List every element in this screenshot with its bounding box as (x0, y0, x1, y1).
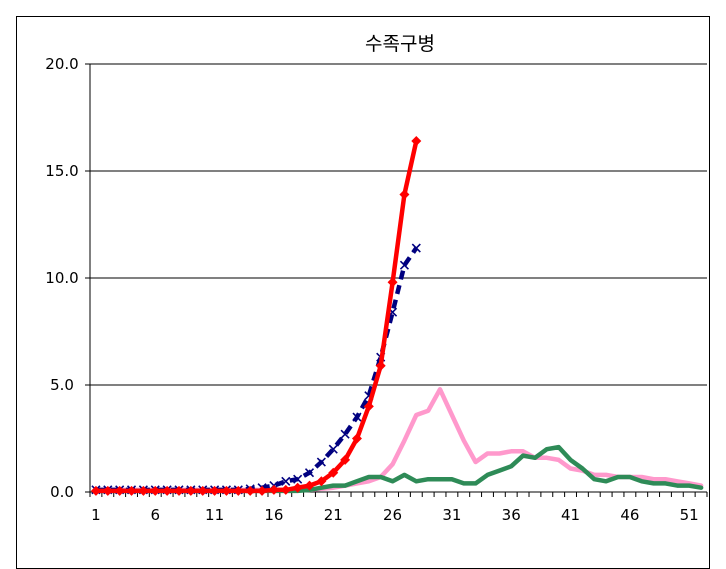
data-point-x-marker (411, 243, 421, 253)
x-tick-labels: 1 6 11 16 21 26 31 36 41 46 51 (91, 506, 699, 524)
data-point-diamond-marker (268, 484, 279, 495)
data-point-diamond-marker (387, 277, 398, 288)
data-point-diamond-marker (351, 433, 362, 444)
data-point-diamond-marker (363, 401, 374, 412)
data-point-x-marker (304, 468, 315, 478)
data-point-diamond-marker (173, 485, 184, 496)
data-point-diamond-marker (233, 485, 244, 496)
y-tick-label: 0.0 (50, 483, 74, 501)
x-tick-label: 46 (620, 506, 639, 524)
data-point-diamond-marker (126, 485, 137, 496)
x-marker-stroke (304, 468, 315, 478)
x-tick-label: 51 (680, 506, 699, 524)
chart-title: 수족구병 (365, 33, 435, 55)
data-point-x-marker (316, 457, 326, 467)
x-marker-stroke (328, 444, 338, 454)
data-point-diamond-marker (185, 485, 196, 496)
x-marker-stroke (340, 429, 350, 439)
x-marker-stroke (399, 260, 409, 270)
x-marker-stroke (281, 476, 291, 486)
data-point-diamond-marker (304, 480, 315, 491)
data-point-diamond-marker (340, 454, 351, 465)
data-point-diamond-marker (280, 484, 291, 495)
series-line-4 (93, 138, 419, 494)
gridlines (90, 63, 707, 386)
x-tick-label: 6 (150, 506, 160, 524)
y-tick-label: 20.0 (45, 55, 78, 73)
data-point-diamond-marker (257, 485, 268, 496)
data-point-diamond-marker (316, 476, 327, 487)
x-marker-stroke (352, 412, 362, 422)
data-point-diamond-marker (102, 485, 113, 496)
x-tick-label: 16 (264, 506, 283, 524)
chart-frame (16, 16, 710, 569)
data-point-x-marker (340, 429, 350, 439)
data-point-x-marker (399, 260, 409, 270)
data-point-diamond-marker (209, 485, 220, 496)
data-point-x-marker (328, 444, 338, 454)
data-point-diamond-marker (411, 136, 422, 147)
x-marker-stroke (293, 474, 303, 484)
x-tick-label: 1 (91, 506, 101, 524)
data-point-x-marker (281, 476, 291, 486)
data-point-x-marker (352, 412, 362, 422)
data-point-diamond-marker (221, 485, 232, 496)
x-marker-stroke (316, 457, 326, 467)
data-point-diamond-marker (162, 485, 173, 496)
data-point-diamond-marker (150, 485, 161, 496)
x-tick-label: 11 (205, 506, 224, 524)
data-point-diamond-marker (197, 485, 208, 496)
y-tick-labels: 0.0 5.0 10.0 15.0 20.0 (45, 55, 78, 501)
y-tick-label: 10.0 (45, 269, 78, 287)
x-tick-label: 21 (324, 506, 343, 524)
data-point-diamond-marker (328, 467, 339, 478)
data-point-diamond-marker (90, 485, 101, 496)
x-marker-stroke (411, 243, 421, 253)
data-point-diamond-marker (292, 482, 303, 493)
x-tick-label: 36 (502, 506, 521, 524)
data-point-diamond-marker (245, 485, 256, 496)
data-point-diamond-marker (138, 485, 149, 496)
data-point-diamond-marker (114, 485, 125, 496)
x-tick-label: 41 (561, 506, 580, 524)
x-tick-label: 31 (442, 506, 461, 524)
x-tick-label: 26 (383, 506, 402, 524)
series-layer (90, 136, 704, 496)
data-point-diamond-marker (375, 360, 386, 371)
y-tick-label: 15.0 (45, 162, 78, 180)
data-point-diamond-marker (399, 189, 410, 200)
data-point-x-marker (293, 474, 303, 484)
y-tick-label: 5.0 (50, 376, 74, 394)
